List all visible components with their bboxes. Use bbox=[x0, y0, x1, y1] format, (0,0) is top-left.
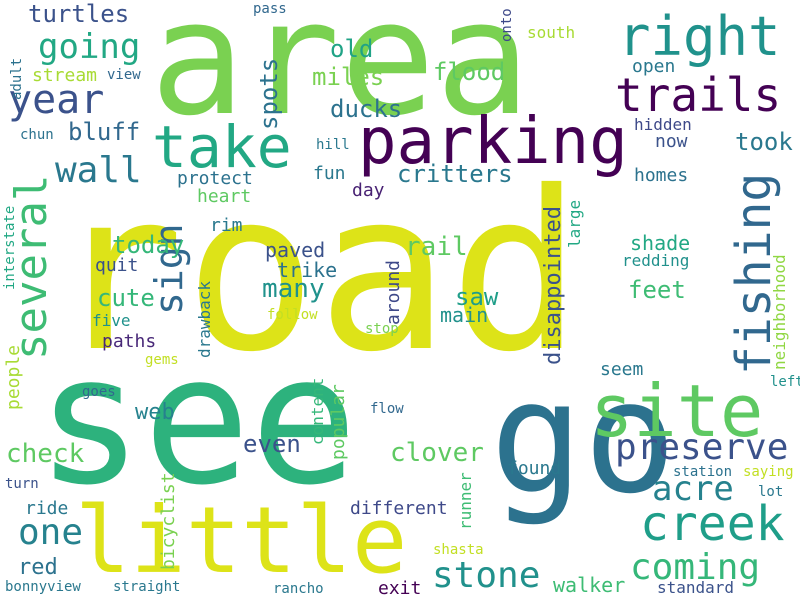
word-preserve: preserve bbox=[615, 427, 789, 468]
word-quit: quit bbox=[95, 255, 139, 276]
word-red: red bbox=[18, 555, 58, 580]
word-stone: stone bbox=[432, 555, 541, 596]
word-area: area bbox=[150, 0, 531, 151]
word-around: around bbox=[383, 259, 404, 325]
word-disappointed: disappointed bbox=[541, 206, 566, 365]
word-many: many bbox=[262, 274, 325, 304]
word-station: station bbox=[673, 464, 733, 480]
word-exit: exit bbox=[378, 578, 422, 599]
word-five: five bbox=[92, 311, 131, 330]
word-heart: heart bbox=[197, 186, 252, 207]
word-coming: coming bbox=[630, 547, 761, 588]
word-paths: paths bbox=[102, 331, 157, 352]
word-acre: acre bbox=[652, 469, 734, 509]
word-bonnyview: bonnyview bbox=[5, 579, 81, 595]
word-hill: hill bbox=[316, 137, 350, 153]
word-rail: rail bbox=[405, 232, 468, 262]
word-different: different bbox=[350, 498, 448, 519]
word-pass: pass bbox=[253, 1, 287, 17]
word-now: now bbox=[655, 131, 688, 152]
word-rim: rim bbox=[210, 215, 243, 236]
word-follow: follow bbox=[267, 307, 318, 323]
word-hidden: hidden bbox=[634, 115, 692, 134]
word-go: go bbox=[490, 347, 677, 528]
word-year: year bbox=[8, 77, 105, 123]
word-standard: standard bbox=[657, 578, 735, 597]
word-people: people bbox=[3, 344, 24, 410]
word-neighborhood: neighborhood bbox=[770, 254, 789, 370]
word-parking: parking bbox=[358, 105, 628, 179]
word-left: left bbox=[770, 374, 800, 390]
word-spots: spots bbox=[255, 57, 283, 130]
word-popular: popular bbox=[328, 384, 349, 460]
word-right: right bbox=[618, 5, 781, 68]
word-redding: redding bbox=[622, 251, 690, 270]
word-take: take bbox=[152, 113, 292, 181]
word-straight: straight bbox=[113, 579, 181, 595]
word-trike: trike bbox=[277, 258, 338, 282]
word-one: one bbox=[18, 512, 84, 553]
word-ducks: ducks bbox=[330, 95, 403, 123]
word-shasta: shasta bbox=[433, 542, 484, 558]
word-feet: feet bbox=[628, 276, 686, 304]
word-turn: turn bbox=[5, 476, 39, 492]
word-drawback: drawback bbox=[195, 280, 214, 358]
word-homes: homes bbox=[634, 165, 689, 186]
word-gems: gems bbox=[145, 352, 179, 368]
word-creek: creek bbox=[640, 496, 785, 552]
word-south: south bbox=[527, 23, 576, 42]
word-shade: shade bbox=[630, 231, 691, 255]
word-goes: goes bbox=[82, 384, 116, 400]
word-site: site bbox=[590, 369, 764, 453]
word-see: see bbox=[36, 317, 358, 524]
word-old: old bbox=[330, 35, 374, 63]
word-flow: flow bbox=[370, 401, 404, 417]
word-check: check bbox=[6, 439, 85, 469]
word-wall: wall bbox=[55, 150, 142, 191]
word-adult: adult bbox=[9, 57, 25, 100]
word-lot: lot bbox=[758, 484, 784, 500]
word-even: even bbox=[243, 430, 301, 458]
word-runner: runner bbox=[456, 472, 475, 530]
word-main: main bbox=[440, 303, 489, 327]
word-going: going bbox=[38, 27, 141, 67]
word-fun: fun bbox=[313, 163, 346, 184]
word-content: content bbox=[308, 377, 327, 445]
word-bluff: bluff bbox=[68, 118, 141, 146]
word-chun: chun bbox=[20, 127, 54, 143]
word-paved: paved bbox=[265, 238, 326, 262]
word-miles: miles bbox=[312, 63, 385, 91]
word-critters: critters bbox=[397, 160, 513, 188]
word-found: found bbox=[507, 458, 562, 479]
word-trails: trails bbox=[615, 68, 782, 122]
word-took: took bbox=[735, 128, 793, 156]
word-today: today bbox=[112, 231, 185, 259]
word-cute: cute bbox=[97, 284, 155, 312]
word-web: web bbox=[135, 400, 175, 425]
word-open: open bbox=[632, 56, 676, 77]
word-day: day bbox=[352, 180, 385, 201]
word-stream: stream bbox=[32, 65, 98, 86]
word-protect: protect bbox=[177, 168, 253, 189]
word-bicyclist: bicyclist bbox=[158, 472, 179, 570]
word-stop: stop bbox=[365, 321, 399, 337]
word-large: large bbox=[565, 199, 584, 248]
word-seem: seem bbox=[600, 359, 644, 380]
word-onto: onto bbox=[499, 8, 515, 42]
word-flood: flood bbox=[433, 58, 506, 86]
word-interstate: interstate bbox=[2, 205, 18, 290]
word-ride: ride bbox=[25, 498, 69, 519]
word-rancho: rancho bbox=[273, 581, 324, 597]
word-view: view bbox=[107, 67, 141, 83]
word-saw: saw bbox=[455, 283, 499, 311]
word-clover: clover bbox=[390, 438, 484, 468]
word-walker: walker bbox=[553, 573, 626, 597]
word-road: road bbox=[52, 144, 582, 400]
word-little: little bbox=[75, 487, 408, 594]
word-turtles: turtles bbox=[28, 0, 130, 28]
word-saying: saying bbox=[743, 464, 794, 480]
